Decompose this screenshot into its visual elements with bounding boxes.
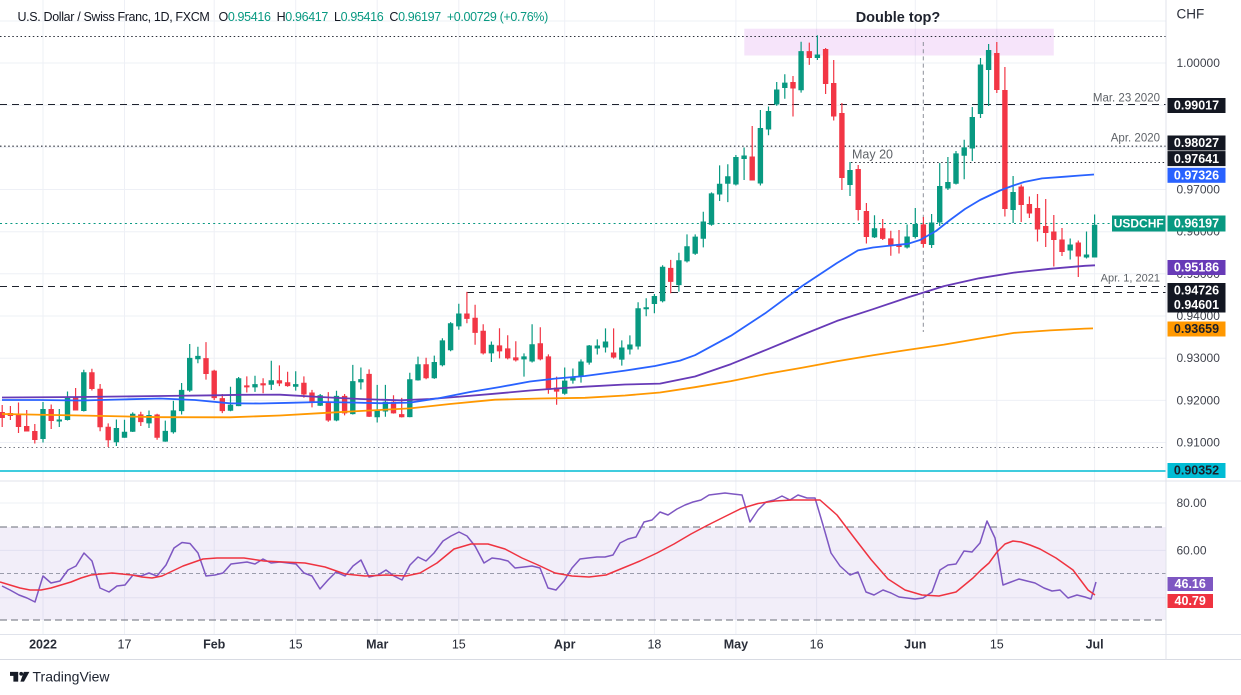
svg-text:TradingView: TradingView [33,668,111,684]
svg-text:46.16: 46.16 [1175,577,1206,591]
svg-text:0.91000: 0.91000 [1177,436,1221,450]
svg-text:Apr. 2020: Apr. 2020 [1111,133,1160,145]
svg-text:15: 15 [452,638,466,652]
svg-text:0.94726: 0.94726 [1174,284,1219,298]
svg-text:Jul: Jul [1086,638,1104,652]
svg-text:0.97000: 0.97000 [1177,183,1221,197]
svg-text:18: 18 [647,638,661,652]
svg-text:Apr: Apr [554,638,576,652]
svg-text:Apr. 1, 2021: Apr. 1, 2021 [1101,273,1160,285]
svg-text:0.97326: 0.97326 [1174,169,1219,183]
svg-text:May: May [724,638,748,652]
svg-text:CHF: CHF [1177,7,1205,22]
svg-text:Mar. 23 2020: Mar. 23 2020 [1093,93,1160,105]
svg-text:0.98027: 0.98027 [1174,136,1219,150]
svg-text:80.00: 80.00 [1177,496,1207,510]
svg-text:40.79: 40.79 [1175,594,1206,608]
svg-text:0.99017: 0.99017 [1174,99,1219,113]
svg-text:May 20: May 20 [852,148,893,162]
svg-text:USDCHF: USDCHF [1114,217,1164,231]
svg-text:0.90352: 0.90352 [1174,464,1219,478]
svg-text:0.94601: 0.94601 [1174,298,1219,312]
svg-text:15: 15 [289,638,303,652]
svg-text:0.96197: 0.96197 [1174,217,1219,231]
svg-text:0.95186: 0.95186 [1174,261,1219,275]
svg-text:Feb: Feb [203,638,226,652]
svg-text:Jun: Jun [904,638,926,652]
svg-text:Double top?: Double top? [856,10,941,26]
svg-text:0.93000: 0.93000 [1177,351,1221,365]
svg-text:16: 16 [810,638,824,652]
svg-text:2022: 2022 [29,638,57,652]
svg-text:Mar: Mar [366,638,388,652]
svg-text:1.00000: 1.00000 [1177,56,1221,70]
svg-text:15: 15 [990,638,1004,652]
svg-text:0.92000: 0.92000 [1177,393,1221,407]
svg-text:17: 17 [118,638,132,652]
svg-text:U.S. Dollar / Swiss Franc, 1D,: U.S. Dollar / Swiss Franc, 1D, FXCM O0.95… [18,10,549,24]
svg-text:0.97641: 0.97641 [1174,152,1219,166]
svg-text:0.93659: 0.93659 [1174,322,1219,336]
svg-text:60.00: 60.00 [1177,543,1207,557]
